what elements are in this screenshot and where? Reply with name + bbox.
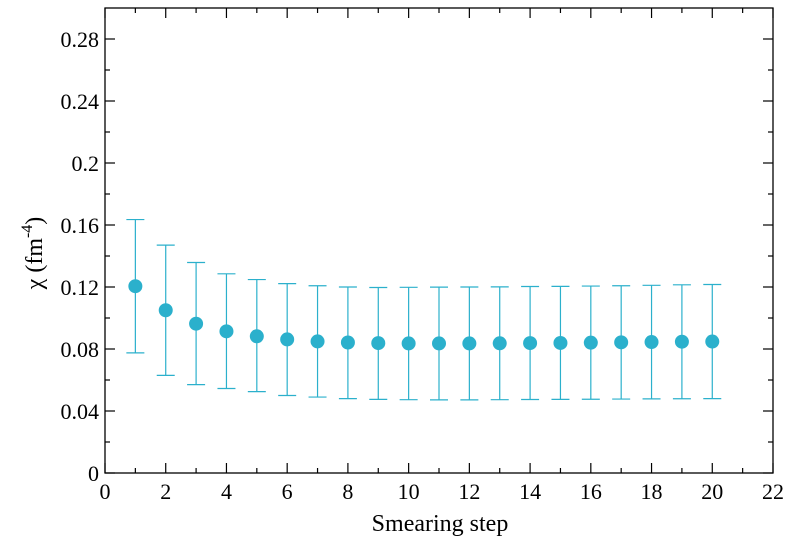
data-point (705, 334, 720, 349)
x-tick-label: 20 (701, 479, 723, 504)
y-tick-label: 0.12 (61, 275, 100, 300)
x-tick-label: 0 (100, 479, 111, 504)
x-tick-label: 18 (641, 479, 663, 504)
data-point (249, 329, 264, 344)
data-point (280, 332, 295, 347)
data-point (401, 336, 416, 351)
data-point (644, 335, 659, 350)
error-bars (126, 218, 722, 401)
plot-frame (104, 7, 774, 474)
x-axis-title: Smearing step (372, 511, 509, 537)
data-point (219, 324, 234, 339)
data-point (310, 334, 325, 349)
data-point (128, 279, 143, 294)
data-point (583, 335, 598, 350)
x-tick-label: 6 (282, 479, 293, 504)
data-point (674, 334, 689, 349)
data-point (340, 335, 355, 350)
x-tick-label: 22 (762, 479, 784, 504)
y-tick-label: 0.24 (61, 89, 100, 114)
tick-labels: 0 2 4 6 8 10 12 14 16 18 20 22 0 0.04 0.08 0.12 0.16 0.2 0… (61, 27, 785, 504)
x-tick-label: 8 (342, 479, 353, 504)
data-point (614, 335, 629, 350)
x-tick-label: 12 (458, 479, 480, 504)
x-tick-label: 4 (221, 479, 232, 504)
data-point (189, 316, 204, 331)
y-axis-title-exponent: -4 (19, 225, 36, 238)
data-point (371, 336, 386, 351)
data-point (432, 336, 446, 351)
x-tick-label: 10 (398, 479, 420, 504)
y-axis-title-main: χ (fm (22, 238, 48, 291)
y-tick-label: 0.08 (61, 337, 100, 362)
y-axis-title-close: ) (22, 217, 48, 225)
data-point (462, 336, 477, 351)
y-tick-label: 0.2 (72, 151, 100, 176)
y-tick-label: 0.04 (61, 399, 100, 424)
y-tick-label: 0 (88, 461, 99, 486)
y-tick-label: 0.28 (61, 27, 100, 52)
x-tick-label: 16 (580, 479, 602, 504)
x-tick-label: 14 (519, 479, 541, 504)
x-tick-label: 2 (160, 479, 171, 504)
data-points (128, 279, 720, 351)
y-tick-label: 0.16 (61, 213, 100, 238)
plot-area (104, 7, 774, 474)
data-point (553, 335, 568, 350)
axis-ticks (104, 8, 774, 474)
data-point (158, 303, 173, 318)
y-axis-title: χ (fm-4) (19, 217, 48, 291)
data-point (523, 336, 538, 351)
data-point (492, 336, 507, 351)
